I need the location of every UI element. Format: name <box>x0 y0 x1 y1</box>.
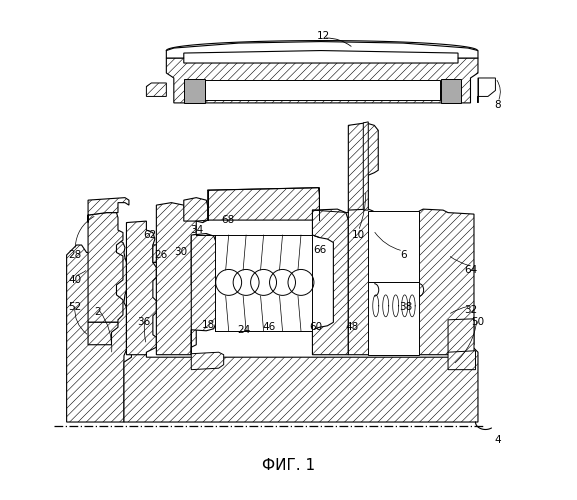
Text: 36: 36 <box>137 318 151 328</box>
Polygon shape <box>88 198 129 222</box>
Text: 26: 26 <box>155 250 168 260</box>
Text: 12: 12 <box>317 30 330 40</box>
Polygon shape <box>208 188 320 220</box>
Polygon shape <box>184 198 208 222</box>
Polygon shape <box>66 232 126 422</box>
Polygon shape <box>349 123 379 212</box>
Text: 18: 18 <box>202 320 215 330</box>
Text: 32: 32 <box>464 305 477 315</box>
Polygon shape <box>448 319 474 354</box>
Text: 46: 46 <box>263 322 276 332</box>
Polygon shape <box>88 322 118 344</box>
Text: 10: 10 <box>352 230 365 240</box>
Text: 52: 52 <box>69 302 82 312</box>
Polygon shape <box>191 352 224 370</box>
Text: 60: 60 <box>309 322 323 332</box>
Text: ФИГ. 1: ФИГ. 1 <box>262 458 315 473</box>
Text: 24: 24 <box>237 325 250 335</box>
Text: 62: 62 <box>143 230 156 240</box>
Polygon shape <box>191 234 216 354</box>
Text: 2: 2 <box>95 308 102 318</box>
Text: 64: 64 <box>464 265 477 275</box>
Bar <box>184 79 205 103</box>
Polygon shape <box>478 78 496 103</box>
Polygon shape <box>349 209 474 354</box>
Text: 6: 6 <box>400 250 406 260</box>
Polygon shape <box>126 221 156 354</box>
Polygon shape <box>448 350 475 370</box>
Polygon shape <box>124 347 478 422</box>
Text: 68: 68 <box>221 215 234 225</box>
Polygon shape <box>368 211 419 282</box>
Polygon shape <box>166 42 478 58</box>
Text: 30: 30 <box>174 248 187 258</box>
Text: 38: 38 <box>399 302 413 312</box>
Text: 34: 34 <box>190 225 203 235</box>
Polygon shape <box>147 83 166 96</box>
Polygon shape <box>88 212 123 322</box>
Text: 4: 4 <box>494 436 501 446</box>
Polygon shape <box>153 244 171 262</box>
Bar <box>215 235 314 331</box>
Bar <box>441 79 460 103</box>
Text: 48: 48 <box>346 322 359 332</box>
Text: 8: 8 <box>494 100 501 110</box>
Polygon shape <box>156 202 196 354</box>
Polygon shape <box>312 209 349 354</box>
Polygon shape <box>166 58 478 103</box>
Bar <box>205 80 440 100</box>
Polygon shape <box>364 122 368 210</box>
Bar <box>368 282 419 354</box>
Text: 40: 40 <box>69 275 82 285</box>
Text: 50: 50 <box>471 318 485 328</box>
Text: 66: 66 <box>313 245 326 255</box>
Text: 28: 28 <box>69 250 82 260</box>
